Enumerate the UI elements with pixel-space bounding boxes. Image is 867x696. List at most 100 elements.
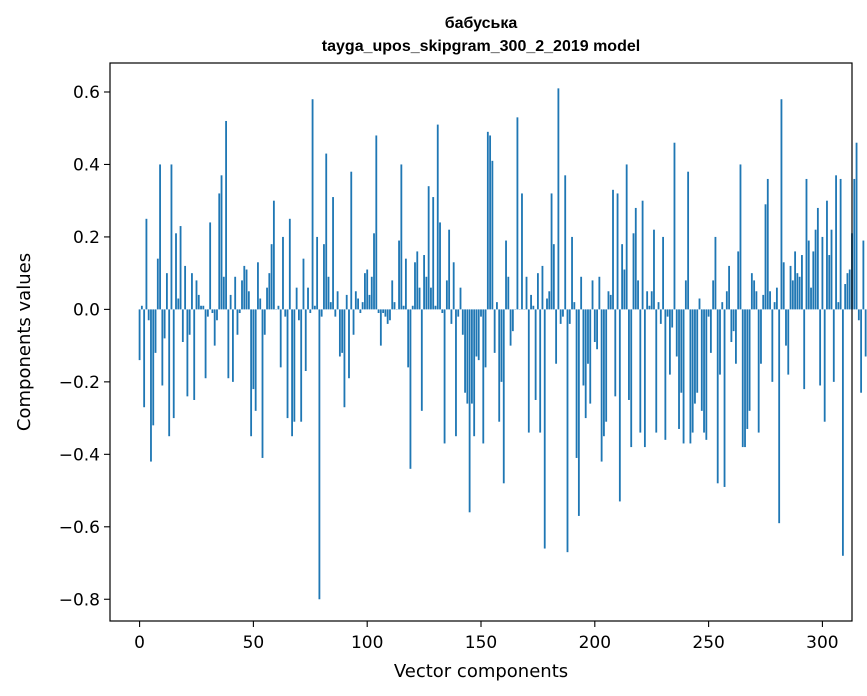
bar-304 xyxy=(830,229,833,310)
bar-287 xyxy=(791,280,794,310)
bar-98 xyxy=(361,302,364,310)
bar-125 xyxy=(423,255,426,310)
bar-121 xyxy=(414,262,416,310)
bar-153 xyxy=(486,131,489,310)
bar-8 xyxy=(156,258,159,310)
bar-42 xyxy=(234,276,237,310)
bar-275 xyxy=(764,204,767,310)
bar-253 xyxy=(714,236,717,310)
bar-235 xyxy=(673,142,676,310)
bar-101 xyxy=(368,294,371,310)
bar-184 xyxy=(557,88,560,310)
bar-240 xyxy=(684,280,687,310)
bar-282 xyxy=(780,99,783,310)
bar-230 xyxy=(662,236,664,310)
bar-308 xyxy=(839,178,842,310)
bar-37 xyxy=(222,276,225,310)
bar-25 xyxy=(195,280,198,310)
bar-188 xyxy=(566,309,569,553)
bar-129 xyxy=(432,197,435,310)
bar-118 xyxy=(407,309,410,368)
bar-170 xyxy=(525,276,528,310)
bar-280 xyxy=(775,287,778,310)
bar-26 xyxy=(197,294,200,310)
bar-269 xyxy=(750,273,753,310)
bar-161 xyxy=(505,240,507,310)
bar-108 xyxy=(384,309,387,317)
bar-307 xyxy=(837,302,840,310)
bar-124 xyxy=(420,309,423,411)
bar-143 xyxy=(464,309,466,393)
bar-105 xyxy=(377,309,380,314)
bar-139 xyxy=(455,309,457,437)
bar-120 xyxy=(411,305,414,310)
bar-222 xyxy=(643,309,646,448)
bar-213 xyxy=(623,269,626,310)
bar-65 xyxy=(286,309,289,419)
bar-290 xyxy=(798,276,801,310)
x-tick-label: 200 xyxy=(579,633,611,653)
bar-315 xyxy=(855,142,858,310)
bar-209 xyxy=(614,309,617,397)
y-axis-ticks: −0.8 −0.6 −0.4 −0.2 0.0 0.2 0.4 0.6 xyxy=(59,83,110,610)
x-axis-label: Vector components xyxy=(394,661,568,682)
bar-246 xyxy=(698,298,701,310)
bar-234 xyxy=(671,309,674,328)
bar-286 xyxy=(789,265,792,310)
x-tick-label: 0 xyxy=(134,633,145,653)
bar-58 xyxy=(270,244,273,310)
bar-152 xyxy=(484,309,487,368)
bar-27 xyxy=(200,305,202,310)
bar-159 xyxy=(500,309,503,382)
bar-31 xyxy=(209,222,212,310)
bar-163 xyxy=(509,309,512,346)
bar-283 xyxy=(782,262,785,310)
bar-232 xyxy=(666,309,669,317)
bar-75 xyxy=(309,309,312,314)
bar-270 xyxy=(753,280,756,310)
bar-237 xyxy=(678,309,680,429)
bar-197 xyxy=(587,309,589,364)
bar-18 xyxy=(179,226,182,310)
bar-279 xyxy=(773,302,776,310)
bar-198 xyxy=(589,309,592,404)
bar-17 xyxy=(177,298,180,310)
bar-148 xyxy=(475,309,478,357)
bar-135 xyxy=(445,280,448,310)
bar-2 xyxy=(143,309,146,408)
bar-178 xyxy=(543,309,546,549)
bar-150 xyxy=(480,309,482,317)
bar-206 xyxy=(607,291,610,310)
bar-147 xyxy=(473,309,476,437)
bar-112 xyxy=(393,302,396,310)
bar-181 xyxy=(550,193,553,310)
bar-158 xyxy=(498,309,501,422)
bar-238 xyxy=(680,309,683,393)
y-tick-label: −0.6 xyxy=(59,518,100,538)
bar-111 xyxy=(391,280,394,310)
bar-146 xyxy=(470,309,473,404)
bar-160 xyxy=(502,309,505,484)
bar-90 xyxy=(343,309,346,408)
bar-218 xyxy=(634,207,637,310)
y-tick-label: 0.6 xyxy=(73,83,100,103)
bar-16 xyxy=(175,233,177,310)
chart-title-line2: tayga_upos_skipgram_300_2_2019 model xyxy=(322,38,640,55)
bar-249 xyxy=(705,309,708,440)
bar-73 xyxy=(304,309,307,371)
bar-303 xyxy=(828,255,831,310)
bar-56 xyxy=(266,287,268,310)
bar-263 xyxy=(737,251,740,310)
bar-217 xyxy=(632,233,635,310)
bar-94 xyxy=(352,309,355,335)
bar-179 xyxy=(546,298,548,310)
bar-202 xyxy=(598,276,601,310)
plot-frame xyxy=(109,62,853,622)
bar-171 xyxy=(527,309,530,433)
bar-132 xyxy=(439,222,441,310)
bar-92 xyxy=(348,309,350,379)
bar-228 xyxy=(657,302,660,310)
bar-137 xyxy=(450,309,453,324)
bar-128 xyxy=(430,287,432,310)
bar-229 xyxy=(659,309,662,324)
